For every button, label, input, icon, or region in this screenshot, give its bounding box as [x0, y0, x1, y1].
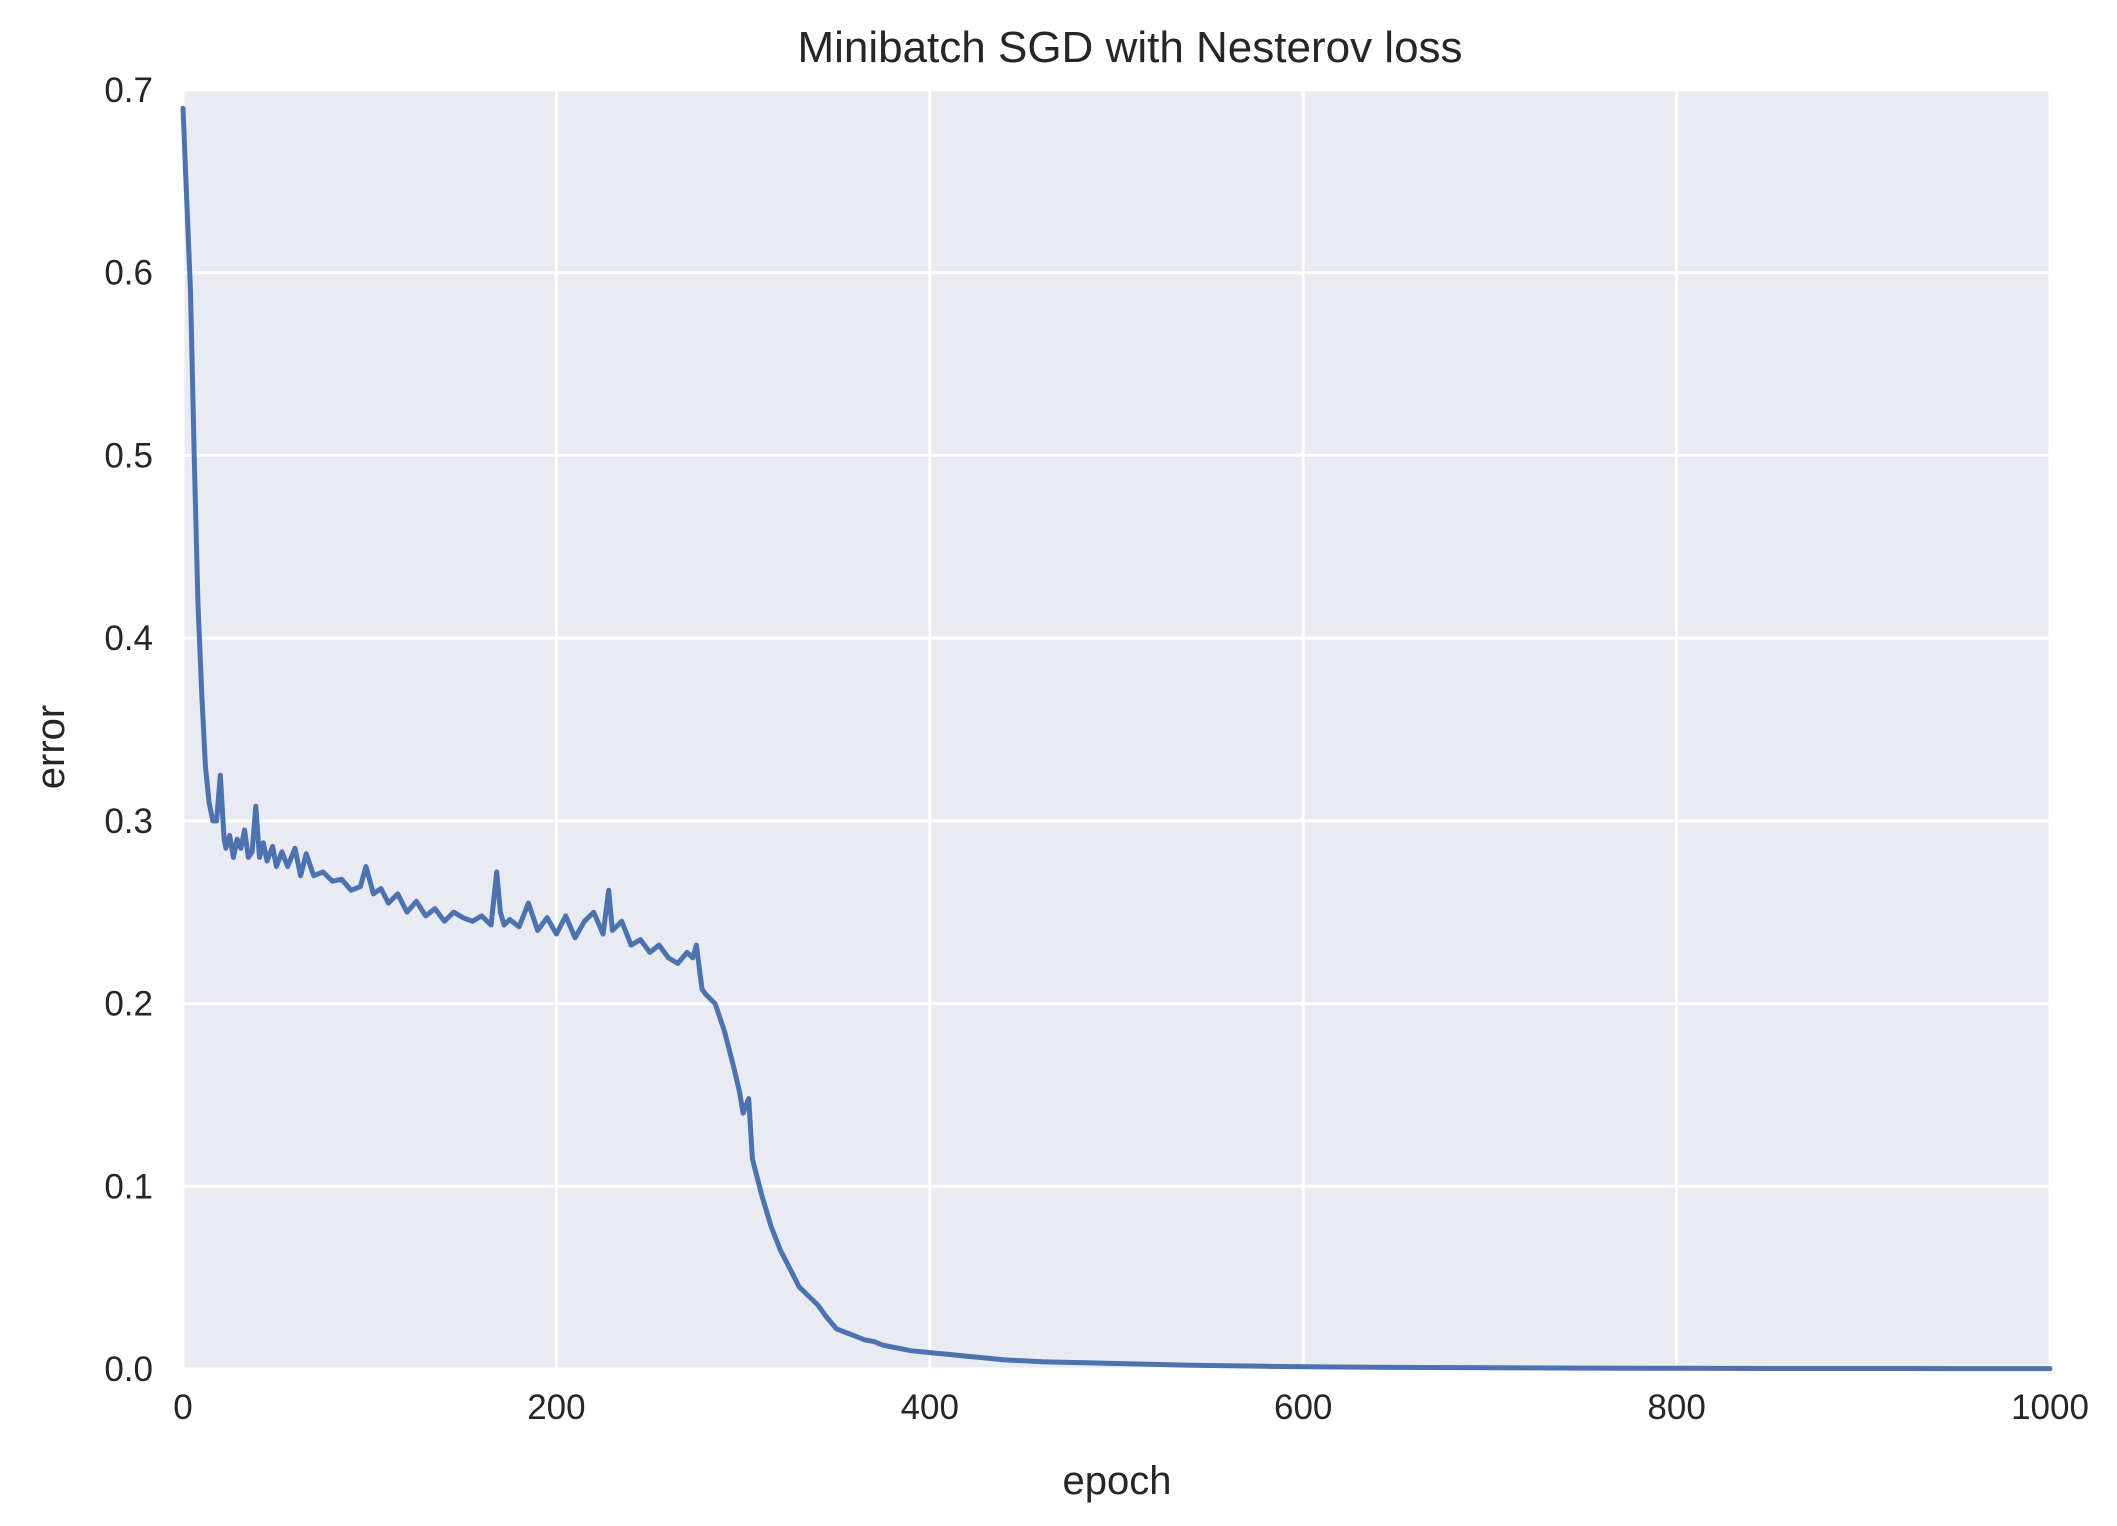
- series-line: [180, 105, 2053, 1372]
- y-tick-label: 0.1: [104, 1167, 153, 1206]
- series-layer: [180, 105, 2053, 1372]
- grid-lines: [181, 88, 2052, 1371]
- x-tick-label: 0: [173, 1388, 192, 1427]
- x-tick-label: 1000: [2011, 1388, 2089, 1427]
- y-tick-label: 0.3: [104, 802, 153, 841]
- y-tick-label: 0.5: [104, 436, 153, 475]
- y-tick-label: 0.2: [104, 985, 153, 1024]
- x-axis-label: epoch: [1063, 1459, 1172, 1503]
- y-tick-label: 0.7: [104, 71, 153, 110]
- chart-title: Minibatch SGD with Nesterov loss: [797, 23, 1462, 72]
- y-tick-label: 0.6: [104, 254, 153, 293]
- plot-area: [183, 90, 2050, 1369]
- y-axis-label: error: [29, 705, 73, 789]
- x-tick-label: 800: [1647, 1388, 1705, 1427]
- x-tick-label: 400: [901, 1388, 959, 1427]
- x-tick-label: 200: [527, 1388, 585, 1427]
- tick-labels: 0 200 400 600 800 1000 0.0 0.1 0.2 0.3 0.4 0.5 0.6 0.…: [104, 71, 2089, 1427]
- x-tick-label: 600: [1274, 1388, 1332, 1427]
- y-tick-label: 0.4: [104, 619, 153, 658]
- y-tick-label: 0.0: [104, 1350, 153, 1389]
